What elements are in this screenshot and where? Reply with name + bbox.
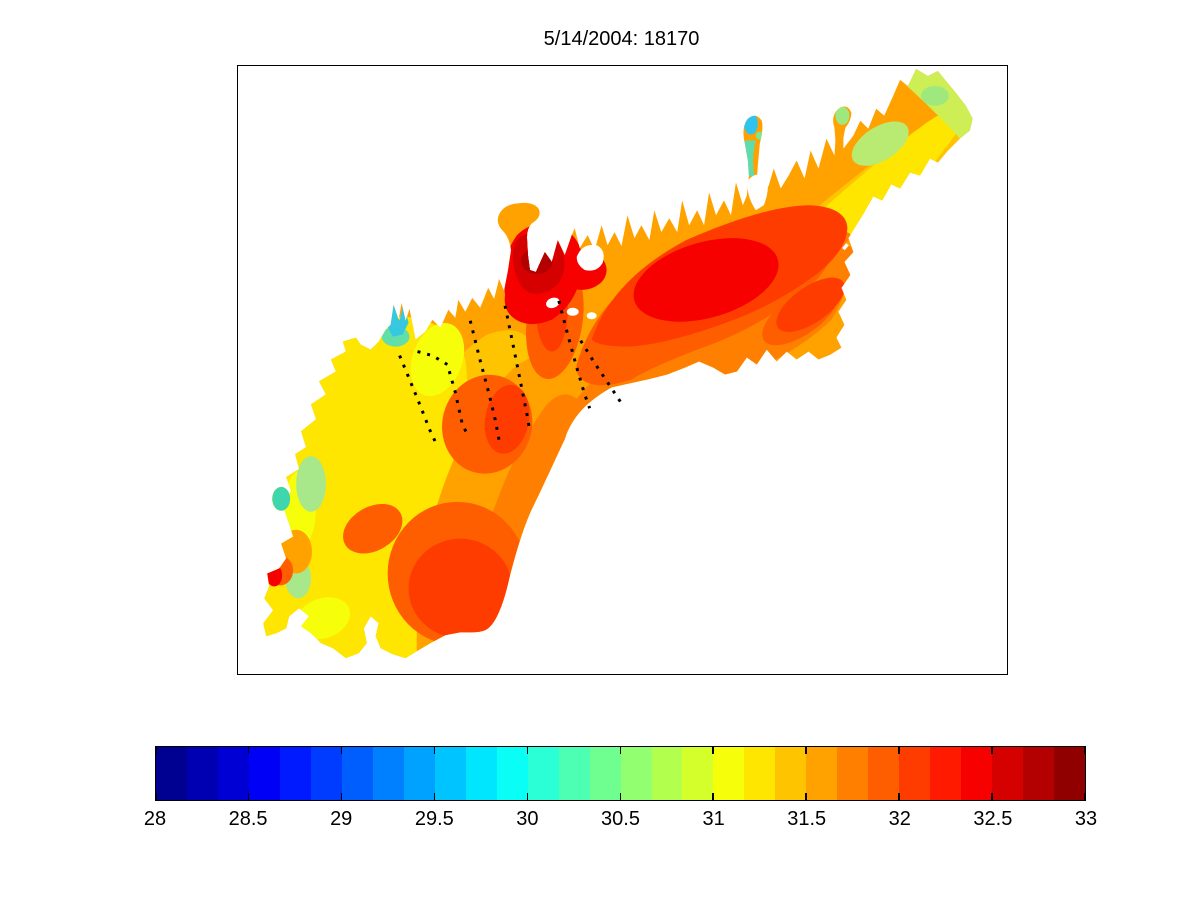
colorbar xyxy=(155,746,1086,801)
colorbar-tick xyxy=(155,793,157,800)
colorbar-band xyxy=(279,747,311,800)
colorbar-tick-label: 33 xyxy=(1074,808,1098,830)
colorbar-band xyxy=(930,747,962,800)
colorbar-tick-label: 28.5 xyxy=(228,808,268,830)
colorbar-tick-label: 31.5 xyxy=(787,808,827,830)
islands xyxy=(546,174,768,320)
colorbar-tick xyxy=(712,793,714,800)
colorbar-band xyxy=(310,747,342,800)
colorbar-tick-label: 30 xyxy=(516,808,539,830)
colorbar-tick-label: 32 xyxy=(888,808,911,830)
colorbar-band xyxy=(961,747,993,800)
colorbar-band xyxy=(837,747,869,800)
transect-line xyxy=(557,300,592,409)
transect-lines xyxy=(398,300,625,445)
colorbar-tick xyxy=(526,747,529,754)
colorbar-tick xyxy=(247,793,250,800)
colorbar-tick xyxy=(898,747,900,754)
colorbar-band xyxy=(682,747,714,800)
salinity-field xyxy=(263,68,973,659)
colorbar-tick-label: 31 xyxy=(702,808,725,830)
colorbar-band xyxy=(744,747,776,800)
colorbar-band xyxy=(403,747,435,800)
colorbar-tick-label: 29.5 xyxy=(414,808,454,830)
colorbar-band xyxy=(527,747,559,800)
colorbar-tick xyxy=(247,747,250,754)
colorbar-band xyxy=(1054,747,1086,800)
colorbar-tick-label: 30.5 xyxy=(601,808,640,830)
colorbar-band xyxy=(186,747,218,800)
colorbar-tick xyxy=(619,747,621,754)
colorbar-tick xyxy=(805,747,807,754)
colorbar-band xyxy=(372,747,404,800)
colorbar-tick xyxy=(340,793,343,800)
colorbar-band xyxy=(713,747,745,800)
colorbar-tick xyxy=(1084,793,1086,800)
colorbar-tick-label: 28 xyxy=(143,808,167,830)
colorbar-band xyxy=(868,747,900,800)
colorbar-tick-label: 29 xyxy=(330,808,353,830)
coastal-salinity-map xyxy=(263,68,973,659)
colorbar-band xyxy=(651,747,683,800)
plot-area xyxy=(237,65,1008,675)
colorbar-tick xyxy=(712,747,714,754)
colorbar-band xyxy=(496,747,528,800)
colorbar-tick xyxy=(1084,747,1086,754)
colorbar-band xyxy=(558,747,590,800)
colorbar-band xyxy=(217,747,249,800)
colorbar-tick xyxy=(898,793,900,800)
colorbar-tick xyxy=(526,793,529,800)
colorbar-band xyxy=(775,747,807,800)
colorbar-tick xyxy=(991,747,993,754)
colorbar-bands xyxy=(156,747,1086,800)
colorbar-band xyxy=(806,747,838,800)
colorbar-band xyxy=(620,747,652,800)
colorbar-band xyxy=(465,747,497,800)
colorbar-tick xyxy=(619,793,621,800)
colorbar-band xyxy=(341,747,373,800)
colorbar-band xyxy=(248,747,280,800)
colorbar-tick xyxy=(805,793,807,800)
transect-line xyxy=(417,350,470,437)
colorbar-tick xyxy=(340,747,343,754)
colorbar-band xyxy=(1023,747,1055,800)
colorbar-band xyxy=(589,747,621,800)
colorbar-tick xyxy=(433,793,436,800)
colorbar-tick-labels: 28 28.5 29 29.5 30 30.5 31 31.5 32 32.5 33 xyxy=(144,808,1097,836)
colorbar-band xyxy=(156,747,187,800)
colorbar-tick xyxy=(433,747,436,754)
colorbar-tick xyxy=(991,793,993,800)
colorbar-tick-label: 32.5 xyxy=(973,808,1013,830)
colorbar-band xyxy=(434,747,466,800)
colorbar-band xyxy=(992,747,1024,800)
plot-title: 5/14/2004: 18170 xyxy=(543,28,700,50)
colorbar-band xyxy=(899,747,931,800)
colorbar-tick xyxy=(155,747,157,754)
